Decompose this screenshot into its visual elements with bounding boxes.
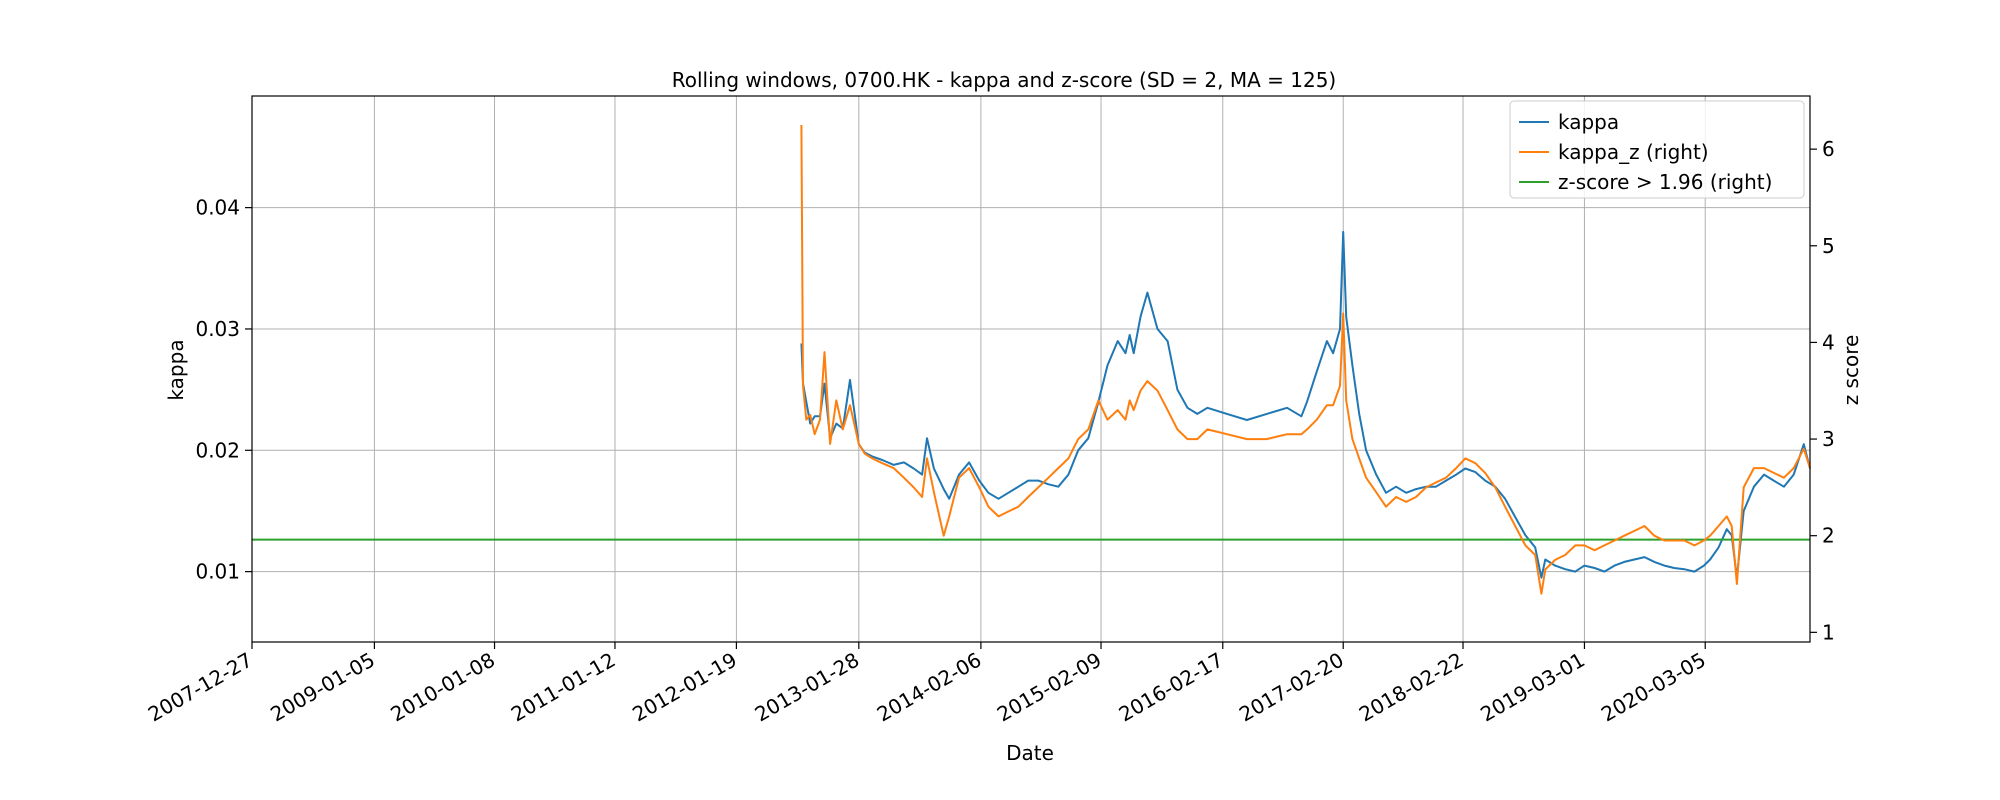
legend-label-threshold: z-score > 1.96 (right) bbox=[1558, 170, 1772, 194]
y-tick-label: 0.04 bbox=[195, 196, 240, 220]
y-gridlines bbox=[252, 207, 1810, 573]
x-tick-label: 2010-01-08 bbox=[386, 648, 499, 727]
x-axis-ticks: 2007-12-27 2009-01-05 2010-01-08 2011-01-12… bbox=[144, 642, 1710, 726]
legend-box bbox=[1509, 100, 1805, 199]
y2-axis-ticks: 1 2 3 4 5 6 bbox=[1810, 137, 1835, 644]
y2-tick-label: 5 bbox=[1822, 234, 1835, 258]
y-axis-label: kappa bbox=[164, 339, 188, 400]
x-tick-label: 2015-02-09 bbox=[993, 648, 1106, 727]
x-tick-label: 2007-12-27 bbox=[144, 648, 257, 727]
series-line-kappa bbox=[800, 230, 1811, 579]
legend-label-kappa-z: kappa_z (right) bbox=[1558, 140, 1709, 164]
legend-label-kappa: kappa bbox=[1558, 110, 1619, 134]
plot-frame bbox=[251, 95, 1811, 643]
x-tick-label: 2019-03-01 bbox=[1476, 648, 1589, 727]
y-axis-ticks: 0.01 0.02 0.03 0.04 bbox=[195, 196, 252, 584]
y2-tick-label: 6 bbox=[1822, 137, 1835, 161]
x-tick-label: 2018-02-22 bbox=[1355, 648, 1468, 727]
series-line-kappa-z bbox=[800, 124, 1811, 595]
y-tick-label: 0.03 bbox=[195, 317, 240, 341]
x-tick-label: 2012-01-19 bbox=[628, 648, 741, 727]
x-tick-label: 2013-01-28 bbox=[751, 648, 864, 727]
y2-tick-label: 3 bbox=[1822, 427, 1835, 451]
y-tick-label: 0.02 bbox=[195, 438, 240, 462]
plot-lines bbox=[252, 124, 1811, 595]
legend: kappa kappa_z (right) z-score > 1.96 (ri… bbox=[1509, 100, 1805, 199]
y-tick-label: 0.01 bbox=[195, 560, 240, 584]
x-tick-label: 2014-02-06 bbox=[873, 648, 986, 727]
x-tick-label: 2017-02-20 bbox=[1235, 648, 1348, 727]
y2-tick-label: 1 bbox=[1822, 620, 1835, 644]
x-axis-label: Date bbox=[1006, 741, 1054, 765]
y2-tick-label: 2 bbox=[1822, 524, 1835, 548]
y2-tick-label: 4 bbox=[1822, 330, 1835, 354]
x-gridlines bbox=[251, 96, 1706, 642]
x-tick-label: 2011-01-12 bbox=[507, 648, 620, 727]
x-tick-label: 2009-01-05 bbox=[266, 648, 379, 727]
chart-title: Rolling windows, 0700.HK - kappa and z-s… bbox=[672, 68, 1336, 92]
y2-axis-label: z score bbox=[1839, 335, 1863, 406]
x-tick-label: 2020-03-05 bbox=[1597, 648, 1710, 727]
x-tick-label: 2016-02-17 bbox=[1115, 648, 1228, 727]
